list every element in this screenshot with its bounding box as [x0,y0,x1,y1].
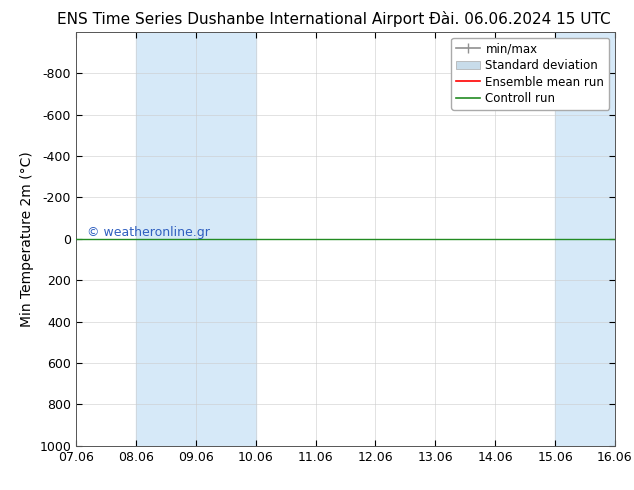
Text: ENS Time Series Dushanbe International Airport: ENS Time Series Dushanbe International A… [57,12,425,27]
Text: Đài. 06.06.2024 15 UTC: Đài. 06.06.2024 15 UTC [429,12,611,27]
Bar [136,32,256,446]
Y-axis label: Min Temperature 2m (°C): Min Temperature 2m (°C) [20,151,34,327]
Legend: min/max, Standard deviation, Ensemble mean run, Controll run: min/max, Standard deviation, Ensemble me… [451,38,609,110]
Bar [555,32,634,446]
Text: © weatheronline.gr: © weatheronline.gr [87,226,210,239]
